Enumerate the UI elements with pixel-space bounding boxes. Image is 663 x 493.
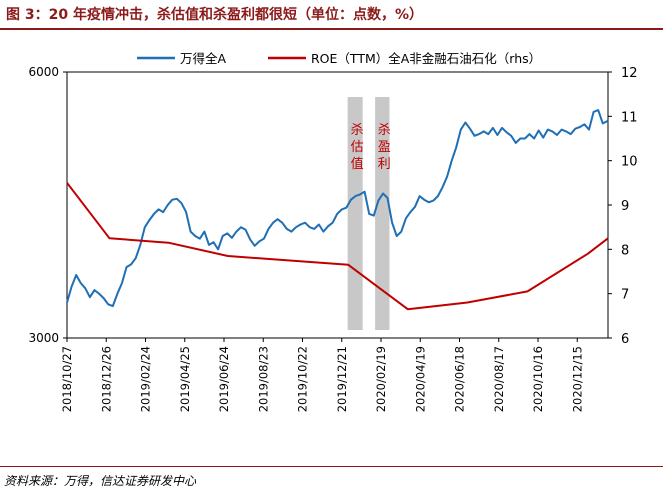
right-tick-label: 9: [621, 199, 629, 214]
x-tick-label: 2019/10/22: [296, 346, 310, 412]
x-tick-label: 2019/06/24: [217, 346, 231, 412]
series-layer: [66, 109, 609, 311]
x-tick-label: 2020/02/19: [374, 346, 388, 412]
x-axis: 2018/10/27 2018/12/26 2019/02/24 2019/04/25…: [60, 338, 584, 412]
x-tick-label: 2020/04/19: [413, 346, 427, 412]
legend-item-roe-ttm: ROE（TTM）全A非金融石油石化（rhs）: [268, 51, 541, 66]
x-tick-label: 2018/12/26: [99, 346, 113, 412]
right-tick-label: 6: [621, 332, 629, 347]
legend-label: ROE（TTM）全A非金融石油石化（rhs）: [311, 51, 541, 66]
source-note: 资料来源：万得，信达证券研发中心: [4, 474, 197, 488]
title-divider: [0, 28, 663, 30]
plot-frame: [66, 71, 609, 339]
left-tick-label: 3000: [28, 331, 59, 345]
x-tick-label: 2020/06/18: [453, 346, 467, 412]
x-tick-label: 2019/12/21: [335, 346, 349, 412]
right-axis: 6 7 8 9 10 11 12: [608, 66, 638, 347]
right-tick-label: 12: [621, 66, 638, 81]
x-tick-label: 2019/04/25: [178, 346, 192, 412]
footer-divider: [0, 466, 663, 467]
x-tick-label: 2019/02/24: [139, 346, 153, 412]
x-tick-label: 2020/10/16: [531, 346, 545, 412]
legend-label: 万得全A: [180, 51, 227, 66]
x-tick-label: 2018/10/27: [60, 346, 74, 412]
left-axis: 3000 6000: [28, 65, 67, 345]
annotation-label-1: 杀估值: [348, 123, 364, 174]
figure-title: 图 3：20 年疫情冲击，杀估值和杀盈利都很短（单位：点数，%）: [6, 7, 423, 23]
right-tick-label: 7: [621, 288, 629, 303]
x-tick-label: 2019/08/23: [256, 346, 270, 412]
series-line-wind-all-a: [66, 109, 609, 308]
right-tick-label: 10: [621, 155, 638, 170]
x-tick-label: 2020/12/15: [570, 346, 584, 412]
annotation-label-2: 杀盈利: [375, 123, 391, 174]
figure-header: 图 3：20 年疫情冲击，杀估值和杀盈利都很短（单位：点数，%）: [0, 0, 663, 26]
series-line-roe-ttm: [66, 182, 609, 311]
x-tick-label: 2020/08/17: [492, 346, 506, 412]
left-tick-label: 6000: [28, 65, 59, 79]
legend-item-wind-all-a: 万得全A: [137, 51, 227, 66]
annotation-labels: 杀估值 杀盈利: [348, 123, 391, 174]
right-tick-label: 11: [621, 110, 638, 125]
right-tick-label: 8: [621, 243, 629, 258]
chart: 3000 6000 6 7 8 9 10 11 12 2018/10/27 2018/12/26…: [28, 51, 638, 412]
shaded-period-2: [375, 97, 390, 330]
legend: 万得全A ROE（TTM）全A非金融石油石化（rhs）: [137, 51, 541, 66]
